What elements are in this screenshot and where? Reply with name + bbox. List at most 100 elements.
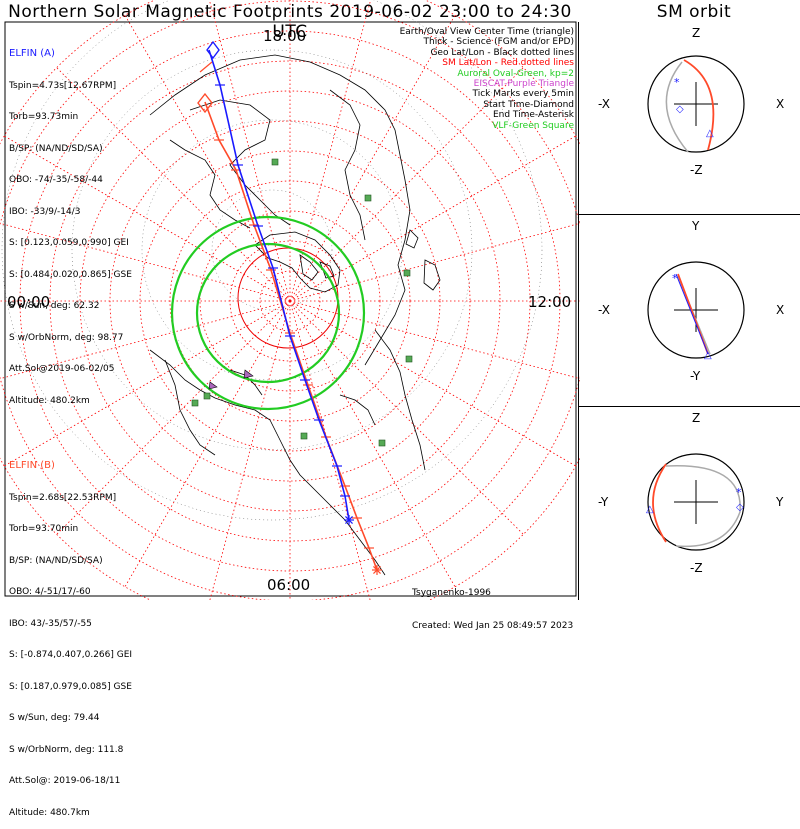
auroral-oval <box>170 215 366 411</box>
eiscat-triangle <box>208 381 218 390</box>
axis-label-right: Y <box>775 495 784 509</box>
elfin-b-line: Att.Sol@: 2019-06-18/11 <box>9 776 121 786</box>
sm-lon-spoke <box>124 15 291 302</box>
sm-lat-ring <box>259 270 321 332</box>
map-frame <box>4 21 577 597</box>
orbit-triangle: △ <box>706 128 714 139</box>
elfin-b-line: S w/OrbNorm, deg: 111.8 <box>9 744 124 755</box>
mlt-label-bottom: 06:00 <box>267 576 311 594</box>
legend-entry: End Time-Asterisk <box>492 110 574 121</box>
vlf-square <box>405 355 413 363</box>
sm-lon-spoke <box>289 135 576 302</box>
sm-lon-spoke <box>289 300 576 467</box>
elfin-b-end-asterisk <box>373 566 381 574</box>
elfin-a-line: OBO: -74/-35/-58/-44 <box>9 175 103 185</box>
sm-lon-spoke <box>56 67 291 302</box>
sm-lon-spoke <box>0 222 291 302</box>
sm-panel-xy: Y -Y -X X * △ <box>598 219 784 383</box>
axis-label-right: X <box>776 97 784 111</box>
orbit-a <box>675 273 709 355</box>
mlt-label-top: 18:00 <box>263 27 307 45</box>
axis-label-bottom: -Y <box>690 369 701 383</box>
coastlines <box>149 54 441 576</box>
elfin-a-line: S w/Sun, deg: 62.32 <box>9 301 100 311</box>
axis-label-bottom: -Z <box>690 561 703 575</box>
sm-lat-ring <box>199 210 381 392</box>
elfin-b-line: Tspin=2.68s[22.53RPM] <box>9 492 117 503</box>
elfin-b-line: S w/Sun, deg: 79.44 <box>9 713 100 723</box>
vlf-square <box>271 158 279 166</box>
orbit-b <box>652 463 667 543</box>
legend-entry: Tick Marks every 5min <box>472 89 574 100</box>
credit: Tsyganenko-1996 Created: Wed Jan 25 08:4… <box>412 566 573 643</box>
elfin-b-start-diamond <box>197 92 213 114</box>
eiscat-triangle <box>243 369 254 379</box>
sm-lon-spoke <box>208 0 291 302</box>
orbit-a-diamond: ◇ <box>676 104 684 115</box>
elfin-b-line: S: [0.187,0.979,0.085] GSE <box>9 681 132 692</box>
legend-entry: Earth/Oval View Center Time (triangle) <box>399 27 574 37</box>
vlf-square <box>378 439 386 447</box>
legend-entry: EISCAT-Purple Triangle <box>473 79 574 90</box>
vlf-square <box>403 269 411 277</box>
axis-label-top: Z <box>692 411 700 425</box>
vlf-square <box>191 399 199 407</box>
elfin-b-start-marker <box>199 61 213 73</box>
elfin-a-line: IBO: -33/9/-14/3 <box>9 206 81 217</box>
eiscat-markers <box>208 369 254 390</box>
vlf-square <box>203 392 211 400</box>
elfin-b-info: ELFIN (B) Tspin=2.68s[22.53RPM] Torb=93.… <box>9 440 132 829</box>
sm-lat-ring <box>139 150 441 452</box>
elfin-a-info: ELFIN (A) Tspin=4.73s[12.67RPM] Torb=93.… <box>9 28 132 417</box>
elfin-a-line: B/SP: (NA/ND/SD/SA) <box>9 143 103 154</box>
sm-lon-spoke <box>289 300 456 587</box>
mlt-label-left: 00:00 <box>7 293 51 311</box>
axis-label-bottom: -Z <box>690 163 703 177</box>
elfin-a-line: S: [0.484,0.020,0.865] GSE <box>9 269 132 280</box>
legend-entry: VLF-Green Square <box>492 120 574 131</box>
axis-label-top: Z <box>692 26 700 40</box>
earth-circle <box>647 453 745 551</box>
sm-orbit-title: SM orbit <box>656 2 732 22</box>
sm-lat-ring <box>79 90 501 512</box>
legend-entry: Start Time-Diamond <box>483 99 574 110</box>
elfin-a-line: Att.Sol@2019-06-02/05 <box>9 364 115 374</box>
sm-lon-spoke <box>289 300 524 535</box>
sm-lon-spoke <box>56 300 291 535</box>
model-credit: Tsyganenko-1996 <box>412 588 491 598</box>
elfin-b-line: IBO: 43/-35/57/-55 <box>9 618 92 629</box>
elfin-b-line: Altitude: 480.7km <box>9 807 90 818</box>
sm-lon-spoke <box>289 67 524 302</box>
eurasia-coast <box>149 54 411 366</box>
sm-lon-spoke <box>289 222 580 302</box>
axis-label-left: -X <box>598 97 610 111</box>
axis-label-right: X <box>776 303 784 317</box>
sm-lon-spoke <box>289 300 371 600</box>
elfin-a-line: S w/OrbNorm, deg: 98.77 <box>9 332 124 343</box>
created-timestamp: Created: Wed Jan 25 08:49:57 2023 <box>412 621 574 631</box>
legend-entry: Thick - Science (FGM and/or EPD) <box>423 37 574 48</box>
vlf-stations <box>191 158 413 447</box>
geo-lat-ring <box>211 189 333 311</box>
elfin-b-line: OBO: 4/-51/17/-60 <box>9 587 91 597</box>
legend: Earth/Oval View Center Time (triangle) Th… <box>400 27 574 131</box>
sm-lon-spoke <box>0 300 291 380</box>
sm-panel-xz: Z -Z -X X * ◇ △ <box>598 26 784 177</box>
sm-lon-spoke <box>4 135 291 302</box>
axis-label-top: Y <box>691 219 700 233</box>
vlf-square <box>364 194 372 202</box>
elfin-a-track <box>206 40 354 525</box>
sm-lon-spoke <box>289 15 456 302</box>
auroral-oval-equatorward <box>195 242 341 384</box>
orbit-a-marker: * <box>736 486 742 499</box>
elfin-a-end-asterisk <box>345 516 353 524</box>
elfin-a-track-line <box>208 49 350 521</box>
orbit-a-marker: * <box>674 76 680 89</box>
earth-circle <box>647 261 745 359</box>
legend-entry: SM Lat/Lon - Red dotted lines <box>442 58 574 69</box>
elfin-a-start-diamond <box>206 40 220 60</box>
vlf-square <box>300 432 308 440</box>
sm-orbit-panels: Z -Z -X X * ◇ △ Y -Y -X X * △ Z -Z -Y Y * ◇ △ <box>578 22 800 600</box>
elfin-b-name: ELFIN (B) <box>9 460 55 471</box>
sm-lon-spoke <box>124 300 291 587</box>
